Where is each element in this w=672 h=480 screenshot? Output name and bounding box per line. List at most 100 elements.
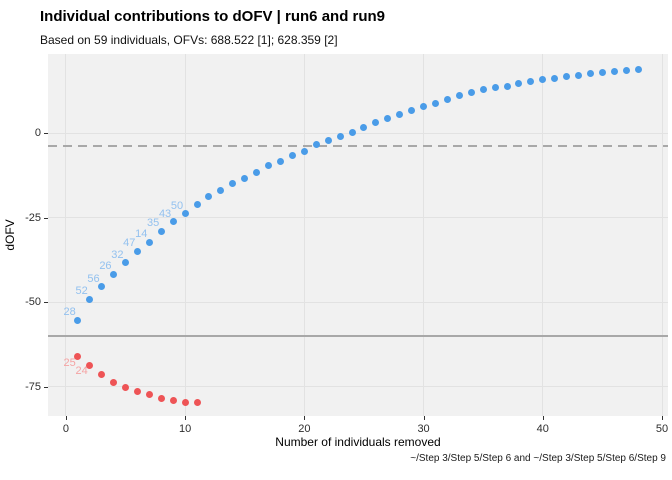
- y-tick: [44, 217, 48, 219]
- data-point: [312, 141, 320, 149]
- data-point: [217, 187, 225, 195]
- x-gridline: [65, 54, 67, 416]
- x-tick: [542, 416, 544, 420]
- data-point: [98, 370, 106, 378]
- y-tick: [44, 302, 48, 304]
- data-point: [408, 106, 416, 114]
- y-tick: [44, 386, 48, 388]
- data-point: [372, 119, 380, 127]
- data-point: [122, 259, 129, 267]
- data-point: [133, 387, 141, 395]
- y-gridline: [48, 386, 668, 388]
- x-tick-label: 10: [178, 423, 192, 435]
- point-label: 32: [111, 248, 124, 261]
- point-label: 25: [63, 356, 76, 369]
- data-point: [396, 111, 404, 118]
- data-point: [551, 74, 559, 82]
- data-point: [300, 147, 308, 155]
- data-point: [539, 76, 547, 84]
- data-point: [527, 78, 535, 86]
- data-point: [193, 201, 201, 209]
- data-point: [253, 169, 261, 177]
- x-gridline: [661, 54, 663, 416]
- data-point: [122, 384, 129, 392]
- plot-title: Individual contributions to dOFV | run6 …: [40, 8, 386, 25]
- data-point: [634, 66, 642, 74]
- x-gridline: [184, 54, 186, 416]
- x-tick-label: 0: [62, 423, 69, 435]
- data-point: [181, 210, 189, 218]
- data-point: [336, 132, 344, 140]
- data-point: [420, 102, 428, 110]
- data-point: [181, 398, 189, 406]
- plot-subtitle: Based on 59 individuals, OFVs: 688.522 […: [40, 33, 338, 47]
- data-point: [169, 396, 177, 404]
- x-gridline: [542, 54, 544, 416]
- data-point: [265, 162, 273, 170]
- data-point: [503, 82, 511, 90]
- data-point: [384, 115, 392, 123]
- y-gridline: [48, 217, 668, 219]
- point-label: 28: [63, 306, 76, 318]
- data-point: [491, 84, 499, 92]
- data-point: [110, 270, 118, 278]
- data-point: [98, 283, 106, 291]
- point-label: 52: [75, 285, 88, 298]
- data-point: [467, 89, 475, 97]
- data-point: [86, 295, 94, 303]
- data-point: [479, 86, 487, 94]
- y-tick: [44, 133, 48, 135]
- data-point: [455, 92, 463, 100]
- y-tick-label: -50: [25, 296, 41, 309]
- data-point: [110, 379, 118, 387]
- point-label: 43: [158, 207, 172, 220]
- data-point: [288, 151, 296, 159]
- data-point: [610, 67, 618, 75]
- data-point: [157, 227, 165, 235]
- data-point: [563, 73, 571, 81]
- data-point: [205, 193, 213, 201]
- data-point: [145, 238, 153, 246]
- point-label: 47: [123, 237, 136, 250]
- y-tick-label: -25: [25, 211, 41, 224]
- data-point: [157, 394, 165, 402]
- data-point: [74, 316, 82, 324]
- point-label: 14: [135, 228, 148, 241]
- data-point: [443, 95, 451, 103]
- significance-dashed-line: [48, 145, 668, 148]
- y-gridline: [48, 301, 668, 303]
- data-point: [133, 247, 141, 255]
- data-point: [515, 79, 523, 87]
- x-gridline: [423, 54, 425, 416]
- y-axis-title: dOFV: [3, 219, 17, 251]
- x-tick: [423, 416, 425, 420]
- y-tick-label: 0: [34, 127, 41, 140]
- data-point: [86, 361, 94, 369]
- data-point: [277, 157, 284, 165]
- data-point: [229, 179, 237, 187]
- data-point: [145, 390, 153, 398]
- data-point: [622, 66, 630, 74]
- plot-panel: 28 52 56 26 32 47 14 35 43 50 25 24: [48, 54, 668, 416]
- total-dofv-solid-line: [48, 335, 668, 338]
- data-point: [241, 174, 249, 182]
- x-tick: [304, 416, 306, 420]
- x-tick-label: 40: [536, 423, 549, 435]
- data-point: [324, 136, 332, 144]
- data-point: [74, 353, 82, 360]
- x-tick: [185, 416, 187, 420]
- data-point: [169, 218, 177, 226]
- x-tick: [662, 416, 664, 420]
- x-tick: [65, 416, 67, 420]
- data-point: [575, 71, 583, 79]
- point-label: 50: [170, 199, 184, 212]
- x-tick-label: 20: [298, 423, 311, 435]
- x-tick-label: 30: [417, 423, 430, 435]
- x-tick-label: 50: [655, 423, 669, 435]
- data-point: [432, 99, 439, 107]
- data-point: [193, 398, 201, 406]
- y-gridline: [48, 132, 668, 134]
- point-label: 24: [75, 365, 88, 378]
- point-label: 26: [99, 260, 112, 273]
- data-point: [587, 70, 594, 78]
